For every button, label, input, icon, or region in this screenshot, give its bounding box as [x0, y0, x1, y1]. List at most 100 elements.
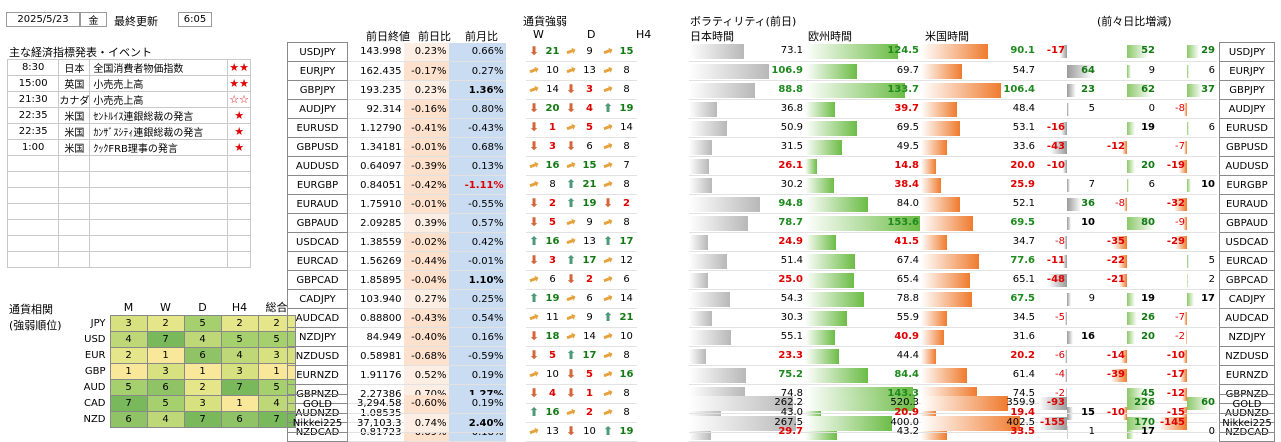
strength-w-arrow: ➡: [526, 422, 542, 441]
update-time: 6:05: [184, 14, 206, 25]
right-arrow-icon: ➡: [601, 348, 615, 363]
vol-eu-bar: [805, 44, 898, 59]
pair-close: 1.12790: [348, 119, 404, 138]
strength-d-arrow: ⬇: [563, 270, 579, 289]
pair-close: 1.91176: [348, 366, 404, 385]
vol-us-value: 34.5: [1013, 312, 1035, 323]
vol-diff-cell: 19: [1097, 118, 1157, 137]
strength-h4-arrow: ⬆: [600, 232, 616, 251]
vol-diff-cell: -9: [1157, 213, 1217, 232]
vol-diff-cell: -22: [1097, 251, 1157, 270]
vol-jp-bar: [689, 83, 755, 98]
pair-right-row: CADJPY: [1220, 290, 1275, 309]
vol-diff-cell: -35: [1097, 232, 1157, 251]
vol-diff-value: -21: [1107, 274, 1125, 285]
vol-diff-cell: 19: [1097, 289, 1157, 308]
vol-jp-value: 78.7: [778, 217, 803, 228]
correlation-cell: 7: [221, 380, 258, 396]
pair-right-row: EURCAD: [1220, 252, 1275, 271]
vol-eu-bar: [805, 330, 835, 345]
correlation-col-header: W: [147, 299, 184, 316]
pair-right-row: EURUSD: [1220, 119, 1275, 138]
pair-name-right: NZDUSD: [1220, 347, 1275, 366]
other-name-right: Nikkei225: [1220, 414, 1275, 433]
strength-h4-arrow: ➡: [600, 61, 616, 80]
strength-h4-value: 8: [616, 384, 637, 403]
vol-diff-value: -32: [1167, 198, 1185, 209]
pair-name: EURAUD: [288, 195, 348, 214]
strength-w-arrow: ➡: [526, 156, 542, 175]
col-diff: (前々日比増減): [1097, 13, 1172, 29]
pair-name-right: AUDCAD: [1220, 309, 1275, 328]
vol-diff-bar: [1187, 293, 1194, 306]
event-time: 22:35: [8, 124, 59, 140]
vol-diff-bar: [1065, 312, 1067, 325]
vol-us-value: 402.5: [1006, 417, 1035, 428]
strength-h4-arrow: ➡: [600, 42, 616, 61]
vol-eu-bar: [805, 64, 857, 79]
vol-diff-value: -8: [1175, 103, 1185, 114]
event-time: 1:00: [8, 140, 59, 156]
pair-right-row: GBPCAD: [1220, 271, 1275, 290]
strength-d-value: 19: [579, 194, 600, 213]
vol-jp-cell: 106.9: [689, 61, 805, 80]
strength-h4-arrow: ➡: [600, 156, 616, 175]
correlation-cell: 3: [184, 396, 221, 412]
pair-right-row: AUDUSD: [1220, 157, 1275, 176]
vol-us-value: 48.4: [1013, 103, 1035, 114]
strength-row: ⬇3⬇6➡8: [526, 137, 637, 156]
vol-us-value: 69.5: [1010, 217, 1035, 228]
correlation-col-header: D: [184, 299, 221, 316]
time-box: 6:05: [178, 12, 212, 27]
correlation-cell: 4: [221, 348, 258, 364]
vol-diff-bar: [1127, 122, 1135, 135]
vol-us-cell: 20.2: [921, 346, 1037, 365]
strength-d-value: 9: [579, 213, 600, 232]
vol-us-bar: [921, 121, 960, 136]
pair-day-change: -0.41%: [404, 119, 449, 138]
strength-w-value: 13: [542, 422, 563, 441]
strength-w-value: 16: [542, 232, 563, 251]
correlation-cell: 1: [184, 364, 221, 380]
correlation-cell: 4: [110, 332, 147, 348]
correlation-currency: USD: [80, 332, 110, 348]
vol-jp-cell: 73.1: [689, 42, 805, 61]
right-arrow-icon: ➡: [601, 139, 615, 154]
correlation-cell: 7: [110, 396, 147, 412]
correlation-cell: 1: [147, 348, 184, 364]
event-name: 全国消費者物価指数: [90, 60, 228, 76]
pair-name: Nikkei225: [288, 414, 348, 433]
event-stars: ★★: [228, 76, 251, 92]
vol-diff-cell: 64: [1037, 61, 1097, 80]
vol-diff-value: 170: [1134, 417, 1155, 428]
vol-us-value: 33.6: [1013, 141, 1035, 152]
vol-diff-cell: 20: [1097, 327, 1157, 346]
vol-jp-value: 26.1: [778, 160, 803, 171]
vol-diff-cell: 80: [1097, 213, 1157, 232]
vol-eu-bar: [805, 254, 855, 269]
vol-diff-value: -14: [1107, 350, 1125, 361]
event-country: 米国: [59, 140, 90, 156]
vol-diff-cell: -43: [1037, 137, 1097, 156]
right-arrow-icon: ➡: [527, 82, 541, 97]
vol-us-bar: [921, 273, 970, 288]
vol-jp-bar: [689, 311, 712, 326]
vol-eu-value: 44.4: [897, 350, 919, 361]
event-name: ｶﾝｻﾞｽｼﾃｨ連銀総裁の発言: [90, 124, 228, 140]
vol-diff-cell: 26: [1097, 308, 1157, 327]
vol-diff-cell: 29: [1157, 42, 1217, 61]
down-arrow-icon: ⬇: [529, 197, 539, 209]
correlation-cell: 5: [221, 332, 258, 348]
up-arrow-icon: ⬆: [603, 425, 613, 437]
vol-eu-cell: 69.5: [805, 118, 921, 137]
vol-jp-cell: 78.7: [689, 213, 805, 232]
correlation-currency: JPY: [80, 316, 110, 332]
